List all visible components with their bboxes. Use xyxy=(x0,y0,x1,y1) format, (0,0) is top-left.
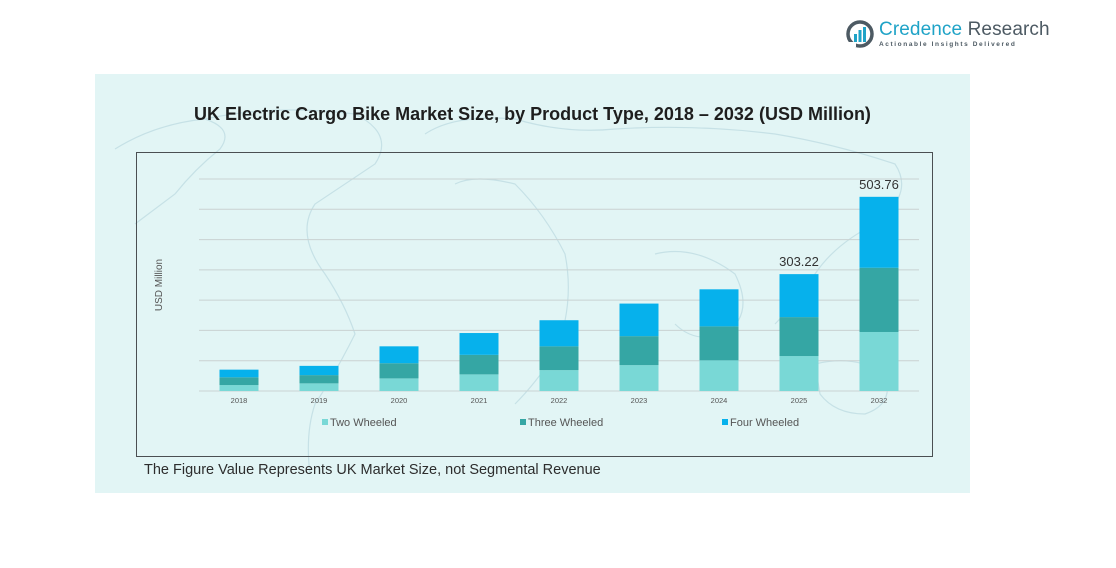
bar-segment-four-wheeled xyxy=(779,274,819,318)
bar-segment-four-wheeled xyxy=(859,196,899,268)
bar-segment-two-wheeled xyxy=(539,370,579,391)
bar-segment-two-wheeled xyxy=(219,385,259,391)
brand-logo: Credence Research Actionable Insights De… xyxy=(846,20,1050,48)
x-tick-label: 2023 xyxy=(631,396,648,405)
brand-name-part2: Research xyxy=(967,19,1050,40)
x-tick-label: 2018 xyxy=(231,396,248,405)
bar-segment-three-wheeled xyxy=(539,346,579,371)
bar-segment-four-wheeled xyxy=(379,346,419,364)
x-tick-label: 2025 xyxy=(791,396,808,405)
bar-segment-three-wheeled xyxy=(779,317,819,357)
bar-segment-two-wheeled xyxy=(379,378,419,391)
chart-title: UK Electric Cargo Bike Market Size, by P… xyxy=(194,104,871,124)
legend-swatch xyxy=(322,419,328,425)
legend-swatch xyxy=(520,419,526,425)
bar-segment-two-wheeled xyxy=(859,331,899,391)
bar-segment-four-wheeled xyxy=(219,369,259,378)
y-axis-label: USD Million xyxy=(154,259,165,311)
bar-segment-two-wheeled xyxy=(699,360,739,391)
bar-segment-three-wheeled xyxy=(859,267,899,332)
bar-segment-four-wheeled xyxy=(619,303,659,337)
bar-segment-two-wheeled xyxy=(299,383,339,391)
bar-segment-four-wheeled xyxy=(459,333,499,355)
bar-segment-two-wheeled xyxy=(779,356,819,391)
chart-area: USD Million 2018 2019 2020 2021 2022 2023 2024 2… xyxy=(136,152,933,457)
bar-segment-three-wheeled xyxy=(459,354,499,375)
bar-segment-two-wheeled xyxy=(619,365,659,391)
stacked-bar-chart: USD Million 2018 2019 2020 2021 2022 2023 2024 2… xyxy=(154,177,919,429)
legend-swatch xyxy=(722,419,728,425)
brand-name-part1: Credence xyxy=(879,19,963,40)
data-label: 503.76 xyxy=(859,177,899,192)
bar-segment-four-wheeled xyxy=(699,289,739,327)
chart-footnote: The Figure Value Represents UK Market Si… xyxy=(144,462,601,478)
bar-chart-circle-icon xyxy=(846,20,874,48)
x-tick-label: 2024 xyxy=(711,396,728,405)
legend-label: Three Wheeled xyxy=(528,417,603,429)
bar-segment-two-wheeled xyxy=(459,374,499,391)
bar-segment-four-wheeled xyxy=(539,320,579,347)
legend-label: Two Wheeled xyxy=(330,417,397,429)
bar-segment-three-wheeled xyxy=(299,375,339,384)
brand-tagline: Actionable Insights Delivered xyxy=(879,41,1017,48)
x-tick-label: 2021 xyxy=(471,396,488,405)
x-tick-label: 2022 xyxy=(551,396,568,405)
bar-segment-three-wheeled xyxy=(379,363,419,379)
chart-panel: UK Electric Cargo Bike Market Size, by P… xyxy=(95,74,970,493)
x-tick-label: 2032 xyxy=(871,396,888,405)
bar-segment-three-wheeled xyxy=(699,326,739,361)
bar-segment-three-wheeled xyxy=(619,336,659,366)
bar-segment-four-wheeled xyxy=(299,365,339,376)
x-tick-label: 2020 xyxy=(391,396,408,405)
data-label: 303.22 xyxy=(779,254,819,269)
legend-label: Four Wheeled xyxy=(730,417,799,429)
bar-segment-three-wheeled xyxy=(219,377,259,386)
x-tick-label: 2019 xyxy=(311,396,328,405)
